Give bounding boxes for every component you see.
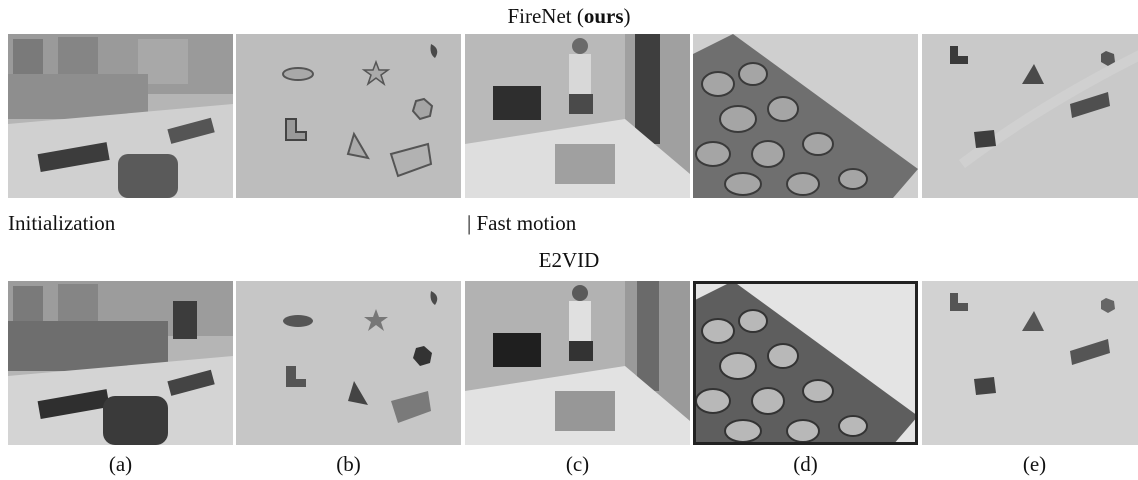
fast-motion-label: | Fast motion (467, 211, 577, 235)
initialization-label: Initialization (8, 211, 116, 235)
caption-e: (e) (1022, 452, 1047, 476)
e2vid-row-title: E2VID (538, 248, 600, 272)
e2vid-image-c-person (465, 281, 690, 445)
e2vid-image-a-office (8, 281, 233, 445)
e2vid-image-d-rocks (693, 281, 918, 445)
caption-c: (c) (565, 452, 590, 476)
firenet-title-bold: ours (583, 4, 624, 28)
caption-a: (a) (108, 452, 133, 476)
firenet-image-d-rocks (693, 34, 918, 198)
firenet-image-c-person (465, 34, 690, 198)
firenet-title-suffix: ) (623, 4, 631, 28)
firenet-row-title: FireNet (ours) (0, 4, 1138, 29)
firenet-title-prefix: FireNet ( (507, 4, 584, 28)
caption-d: (d) (793, 452, 818, 476)
firenet-image-b-shapes (236, 34, 461, 198)
firenet-image-a-office (8, 34, 233, 198)
e2vid-image-b-shapes (236, 281, 461, 445)
caption-b: (b) (336, 452, 361, 476)
e2vid-image-e-shapes (922, 281, 1138, 445)
firenet-image-e-shapes (922, 34, 1138, 198)
